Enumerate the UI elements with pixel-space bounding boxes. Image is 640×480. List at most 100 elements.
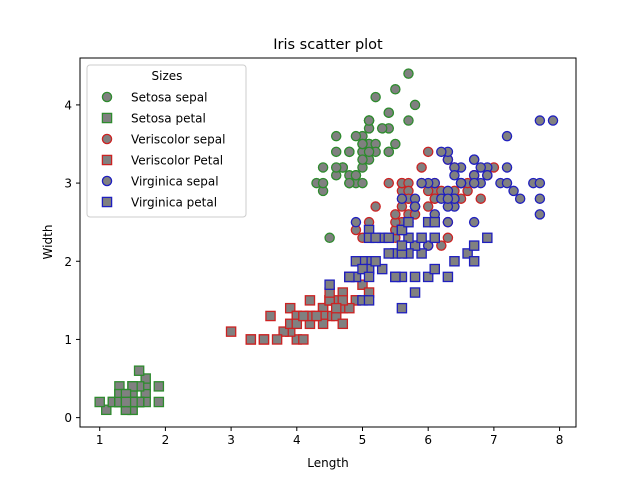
data-point-setosa-sepal <box>363 146 375 158</box>
data-point-veriscolor-petal <box>337 295 349 306</box>
legend-marker-veriscolor-petal <box>101 154 113 166</box>
data-point-veriscolor-petal <box>245 334 257 345</box>
legend-label-setosa-sepal: Setosa sepal <box>131 91 207 105</box>
data-point-virginica-petal <box>468 256 480 267</box>
data-point-virginica-petal <box>422 271 434 283</box>
data-point-virginica-sepal <box>422 240 434 251</box>
data-point-setosa-sepal <box>330 162 342 173</box>
data-point-virginica-sepal <box>547 115 559 126</box>
data-point-setosa-sepal <box>317 162 329 173</box>
legend-label-veriscolor-petal: Veriscolor Petal <box>131 154 223 168</box>
data-point-veriscolor-petal <box>304 295 316 306</box>
legend-title: Sizes <box>152 69 183 83</box>
legend-marker-virginica-petal <box>101 196 113 208</box>
data-point-veriscolor-sepal <box>442 232 454 244</box>
x-tick-label: 5 <box>359 433 367 447</box>
x-axis-label: Length <box>307 456 348 470</box>
data-point-virginica-sepal <box>396 193 408 204</box>
data-point-virginica-petal <box>390 271 401 283</box>
data-point-setosa-sepal <box>330 130 342 142</box>
data-point-setosa-sepal <box>370 91 381 103</box>
data-point-virginica-petal <box>482 232 493 244</box>
data-point-virginica-petal <box>429 263 441 275</box>
y-tick-label: 3 <box>64 177 72 191</box>
data-point-setosa-sepal <box>383 107 395 118</box>
data-point-setosa-petal <box>153 381 165 392</box>
x-tick-label: 2 <box>162 433 170 447</box>
data-point-setosa-sepal <box>390 84 401 95</box>
data-point-setosa-sepal <box>403 115 414 126</box>
plot-markers <box>94 68 559 416</box>
data-point-virginica-sepal <box>350 216 362 228</box>
data-point-veriscolor-sepal <box>370 201 381 212</box>
data-point-setosa-sepal <box>390 138 401 150</box>
data-point-virginica-sepal <box>508 185 519 197</box>
legend-label-setosa-petal: Setosa petal <box>131 112 206 126</box>
data-point-virginica-petal <box>363 271 375 283</box>
data-point-virginica-petal <box>429 216 441 228</box>
data-point-setosa-sepal <box>350 130 362 142</box>
plot-frame <box>79 57 577 428</box>
data-point-virginica-petal <box>324 279 335 290</box>
data-point-setosa-sepal <box>344 177 355 189</box>
series-virginica-petal <box>324 216 493 314</box>
data-point-veriscolor-petal <box>298 310 309 322</box>
data-point-veriscolor-petal <box>311 310 322 322</box>
data-point-veriscolor-sepal <box>390 209 401 220</box>
data-point-virginica-petal <box>403 216 414 228</box>
data-point-virginica-petal <box>409 271 421 283</box>
data-point-veriscolor-petal <box>278 326 289 337</box>
data-point-veriscolor-petal <box>330 302 342 314</box>
data-point-veriscolor-petal <box>271 334 283 345</box>
data-point-virginica-sepal <box>416 177 427 189</box>
data-point-setosa-sepal <box>409 99 421 111</box>
data-point-virginica-petal <box>416 232 427 244</box>
x-tick-label: 8 <box>556 433 564 447</box>
data-point-virginica-sepal <box>514 193 526 204</box>
data-point-setosa-petal <box>153 396 165 408</box>
data-point-virginica-sepal <box>468 177 480 189</box>
data-point-veriscolor-petal <box>357 279 368 290</box>
legend-marker-setosa-petal <box>101 112 113 124</box>
data-point-virginica-sepal <box>534 209 546 220</box>
data-point-setosa-sepal <box>403 68 414 79</box>
data-point-virginica-sepal <box>436 146 447 158</box>
y-axis-label: Width <box>41 225 55 260</box>
data-point-virginica-petal <box>383 232 395 244</box>
legend: Sizes Setosa sepal Setosa petal Veriscolor… <box>86 64 247 218</box>
data-point-virginica-sepal <box>534 115 546 126</box>
legend-marker-setosa-sepal <box>101 91 113 103</box>
data-point-virginica-petal <box>344 271 355 283</box>
legend-label-veriscolor-sepal: Veriscolor sepal <box>131 133 225 147</box>
data-point-veriscolor-petal <box>284 302 296 314</box>
data-point-veriscolor-petal <box>265 310 276 322</box>
data-point-virginica-petal <box>396 224 408 236</box>
data-point-virginica-sepal <box>475 162 486 173</box>
data-point-virginica-petal <box>383 248 395 259</box>
data-point-setosa-sepal <box>350 170 362 181</box>
data-point-virginica-petal <box>409 240 421 251</box>
data-point-setosa-sepal <box>383 146 395 158</box>
data-point-virginica-petal <box>363 295 375 306</box>
data-point-virginica-sepal <box>534 177 546 189</box>
data-point-virginica-petal <box>462 248 473 259</box>
data-point-virginica-sepal <box>501 130 513 142</box>
data-point-virginica-petal <box>442 271 454 283</box>
x-axis: 1 2 3 4 5 6 7 8 <box>96 427 564 447</box>
data-point-setosa-sepal <box>357 177 368 189</box>
data-point-setosa-sepal <box>344 146 355 158</box>
data-point-veriscolor-petal <box>337 318 349 330</box>
x-tick-label: 1 <box>96 433 104 447</box>
data-point-virginica-sepal <box>468 216 480 228</box>
data-point-virginica-petal <box>409 287 421 298</box>
data-point-virginica-petal <box>403 232 414 244</box>
legend-box <box>86 64 247 218</box>
x-tick-label: 7 <box>490 433 498 447</box>
data-point-virginica-sepal <box>442 193 454 204</box>
data-point-virginica-petal <box>350 256 362 267</box>
data-point-virginica-sepal <box>468 154 480 165</box>
data-point-setosa-petal <box>133 365 145 376</box>
data-point-veriscolor-sepal <box>422 201 434 212</box>
data-point-setosa-petal <box>101 404 112 416</box>
data-point-veriscolor-petal <box>298 334 309 345</box>
